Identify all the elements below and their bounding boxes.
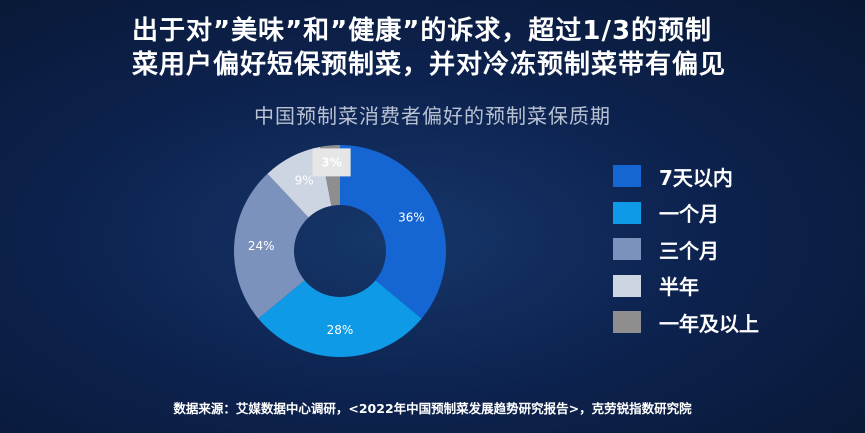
legend-item-2: 一个月 (613, 195, 759, 232)
legend-swatch (613, 238, 641, 261)
chart-legend: 7天以内一个月三个月半年一年及以上 (613, 158, 759, 341)
slice-label-5: 3% (321, 155, 341, 169)
legend-label: 一个月 (659, 202, 719, 227)
slice-label-2: 28% (327, 323, 354, 337)
legend-label: 一年及以上 (659, 311, 759, 336)
legend-swatch (613, 311, 641, 334)
legend-item-3: 三个月 (613, 231, 759, 268)
slice-label-3: 24% (248, 239, 275, 253)
donut-slice-3 (233, 173, 309, 319)
slice-label-highlight (312, 148, 351, 177)
legend-label: 三个月 (659, 238, 719, 263)
legend-swatch (613, 165, 641, 188)
legend-label: 半年 (659, 275, 699, 300)
legend-swatch (613, 201, 641, 224)
legend-item-1: 7天以内 (613, 158, 759, 195)
legend-label: 7天以内 (659, 165, 733, 190)
headline-line-2: 菜用户偏好短保预制菜，并对冷冻预制菜带有偏见 (132, 50, 727, 80)
slice-label-1: 36% (398, 210, 425, 224)
data-source-note: 数据来源：艾媒数据中心调研，<2022年中国预制菜发展趋势研究报告>，克劳锐指数… (173, 401, 692, 416)
donut-slice-1 (340, 145, 447, 319)
legend-swatch (613, 274, 641, 297)
headline: 出于对”美味”和”健康”的诉求，超过1/3的预制 菜用户偏好短保预制菜，并对冷冻… (132, 14, 852, 82)
slice-label-4: 9% (295, 174, 314, 188)
headline-line-1: 出于对”美味”和”健康”的诉求，超过1/3的预制 (132, 16, 713, 46)
legend-item-4: 半年 (613, 268, 759, 305)
chart-title: 中国预制菜消费者偏好的预制菜保质期 (254, 104, 611, 128)
legend-item-5: 一年及以上 (613, 304, 759, 341)
donut-slice-2 (258, 280, 422, 358)
